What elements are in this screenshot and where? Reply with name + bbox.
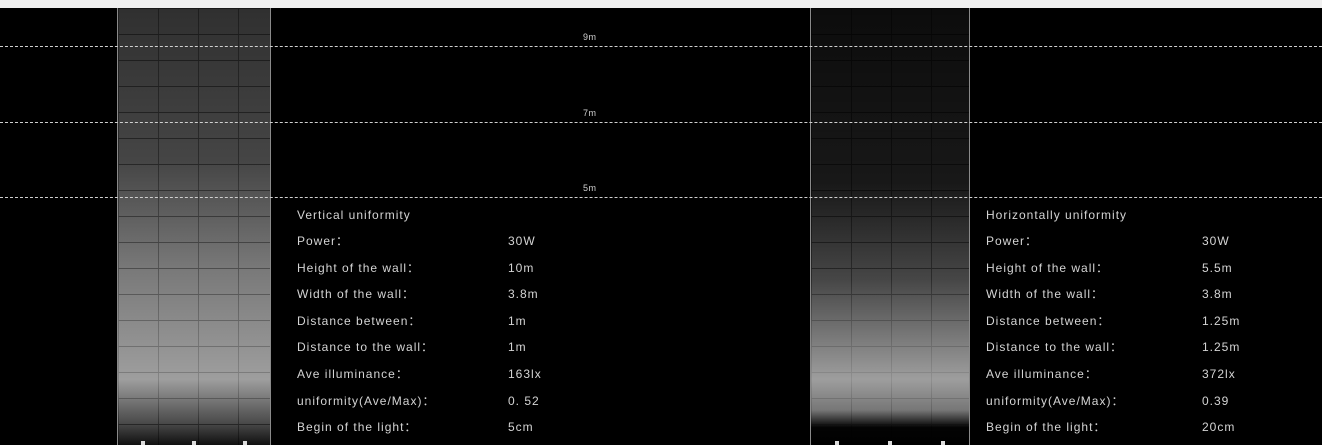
spec-value: 0. 52 [508,393,540,408]
height-line-9m [0,46,1322,47]
height-line-5m [0,197,1322,198]
spec-value: 0.39 [1202,393,1230,408]
spec-value: 1.25m [1202,313,1241,328]
spec-row-distance-to-wall: Distance to the wall： 1m [297,334,542,361]
spec-row-distance-to-wall: Distance to the wall： 1.25m [986,334,1240,361]
height-label-9m: 9m [583,32,597,42]
spec-value: 163lx [508,366,542,381]
spec-row-wall-height: Height of the wall： 5.5m [986,255,1240,282]
spec-value: 5.5m [1202,260,1233,275]
fixture-icon [191,441,196,445]
spec-key: Begin of the light： [297,420,418,435]
wall-right-lighting-gradient [811,8,969,445]
spec-value: 372lx [1202,366,1236,381]
spec-row-ave-illuminance: Ave illuminance： 163lx [297,361,542,388]
spec-key: Width of the wall： [297,287,416,302]
spec-key: uniformity(Ave/Max)： [986,393,1125,408]
spec-key: uniformity(Ave/Max)： [297,393,436,408]
spec-value: 3.8m [1202,287,1233,302]
spec-value: 1m [508,313,527,328]
spec-row-distance-between: Distance between： 1.25m [986,308,1240,335]
spec-value: 20cm [1202,420,1236,435]
spec-key: Distance between： [297,313,422,328]
spec-table-right: Horizontally uniformity Power： 30W Heigh… [986,202,1240,441]
spec-key: Power： [297,234,350,248]
spec-value: 10m [508,260,535,275]
spec-key: Width of the wall： [986,287,1105,302]
wall-right-photo [810,8,970,445]
spec-row-uniformity: uniformity(Ave/Max)： 0. 52 [297,388,542,415]
spec-key: Ave illuminance： [986,366,1098,381]
spec-row-wall-height: Height of the wall： 10m [297,255,542,282]
fixture-icon [887,441,892,445]
height-label-7m: 7m [583,108,597,118]
spec-key: Ave illuminance： [297,366,409,381]
height-label-5m: 5m [583,183,597,193]
spec-row-begin-of-light: Begin of the light： 20cm [986,414,1240,441]
spec-key: Distance to the wall： [297,340,435,355]
spec-key: Begin of the light： [986,420,1107,435]
spec-table-left: Vertical uniformity Power： 30W Height of… [297,202,542,441]
spec-row-begin-of-light: Begin of the light： 5cm [297,414,542,441]
wall-left-photo [117,8,271,445]
fixture-icon [835,441,840,445]
spec-key: Distance between： [986,313,1111,328]
spec-key: Distance to the wall： [986,340,1124,355]
fixture-icon [141,441,146,445]
spec-value: 30W [508,234,536,248]
spec-row-wall-width: Width of the wall： 3.8m [297,281,542,308]
wall-left-fixtures [118,439,270,445]
spec-row-power: Power： 30W [297,228,542,255]
spec-value: 5cm [508,420,534,435]
spec-key: Power： [986,234,1039,248]
fixture-icon [940,441,945,445]
spec-title: Vertical uniformity [297,208,411,222]
wall-right-fixtures [811,439,969,445]
spec-title: Horizontally uniformity [986,208,1128,222]
spec-value: 30W [1202,234,1230,248]
illumination-comparison-panel: 9m 7m 5m Vertical uniformity Power： 30W … [0,8,1322,445]
height-line-7m [0,122,1322,123]
spec-key: Height of the wall： [297,260,421,275]
spec-row-uniformity: uniformity(Ave/Max)： 0.39 [986,388,1240,415]
fixture-icon [242,441,247,445]
spec-row-distance-between: Distance between： 1m [297,308,542,335]
spec-row-ave-illuminance: Ave illuminance： 372lx [986,361,1240,388]
spec-key: Height of the wall： [986,260,1110,275]
spec-value: 1m [508,340,527,355]
spec-row-power: Power： 30W [986,228,1240,255]
wall-left-lighting-gradient [118,8,270,445]
spec-value: 1.25m [1202,340,1241,355]
spec-row-wall-width: Width of the wall： 3.8m [986,281,1240,308]
spec-value: 3.8m [508,287,539,302]
